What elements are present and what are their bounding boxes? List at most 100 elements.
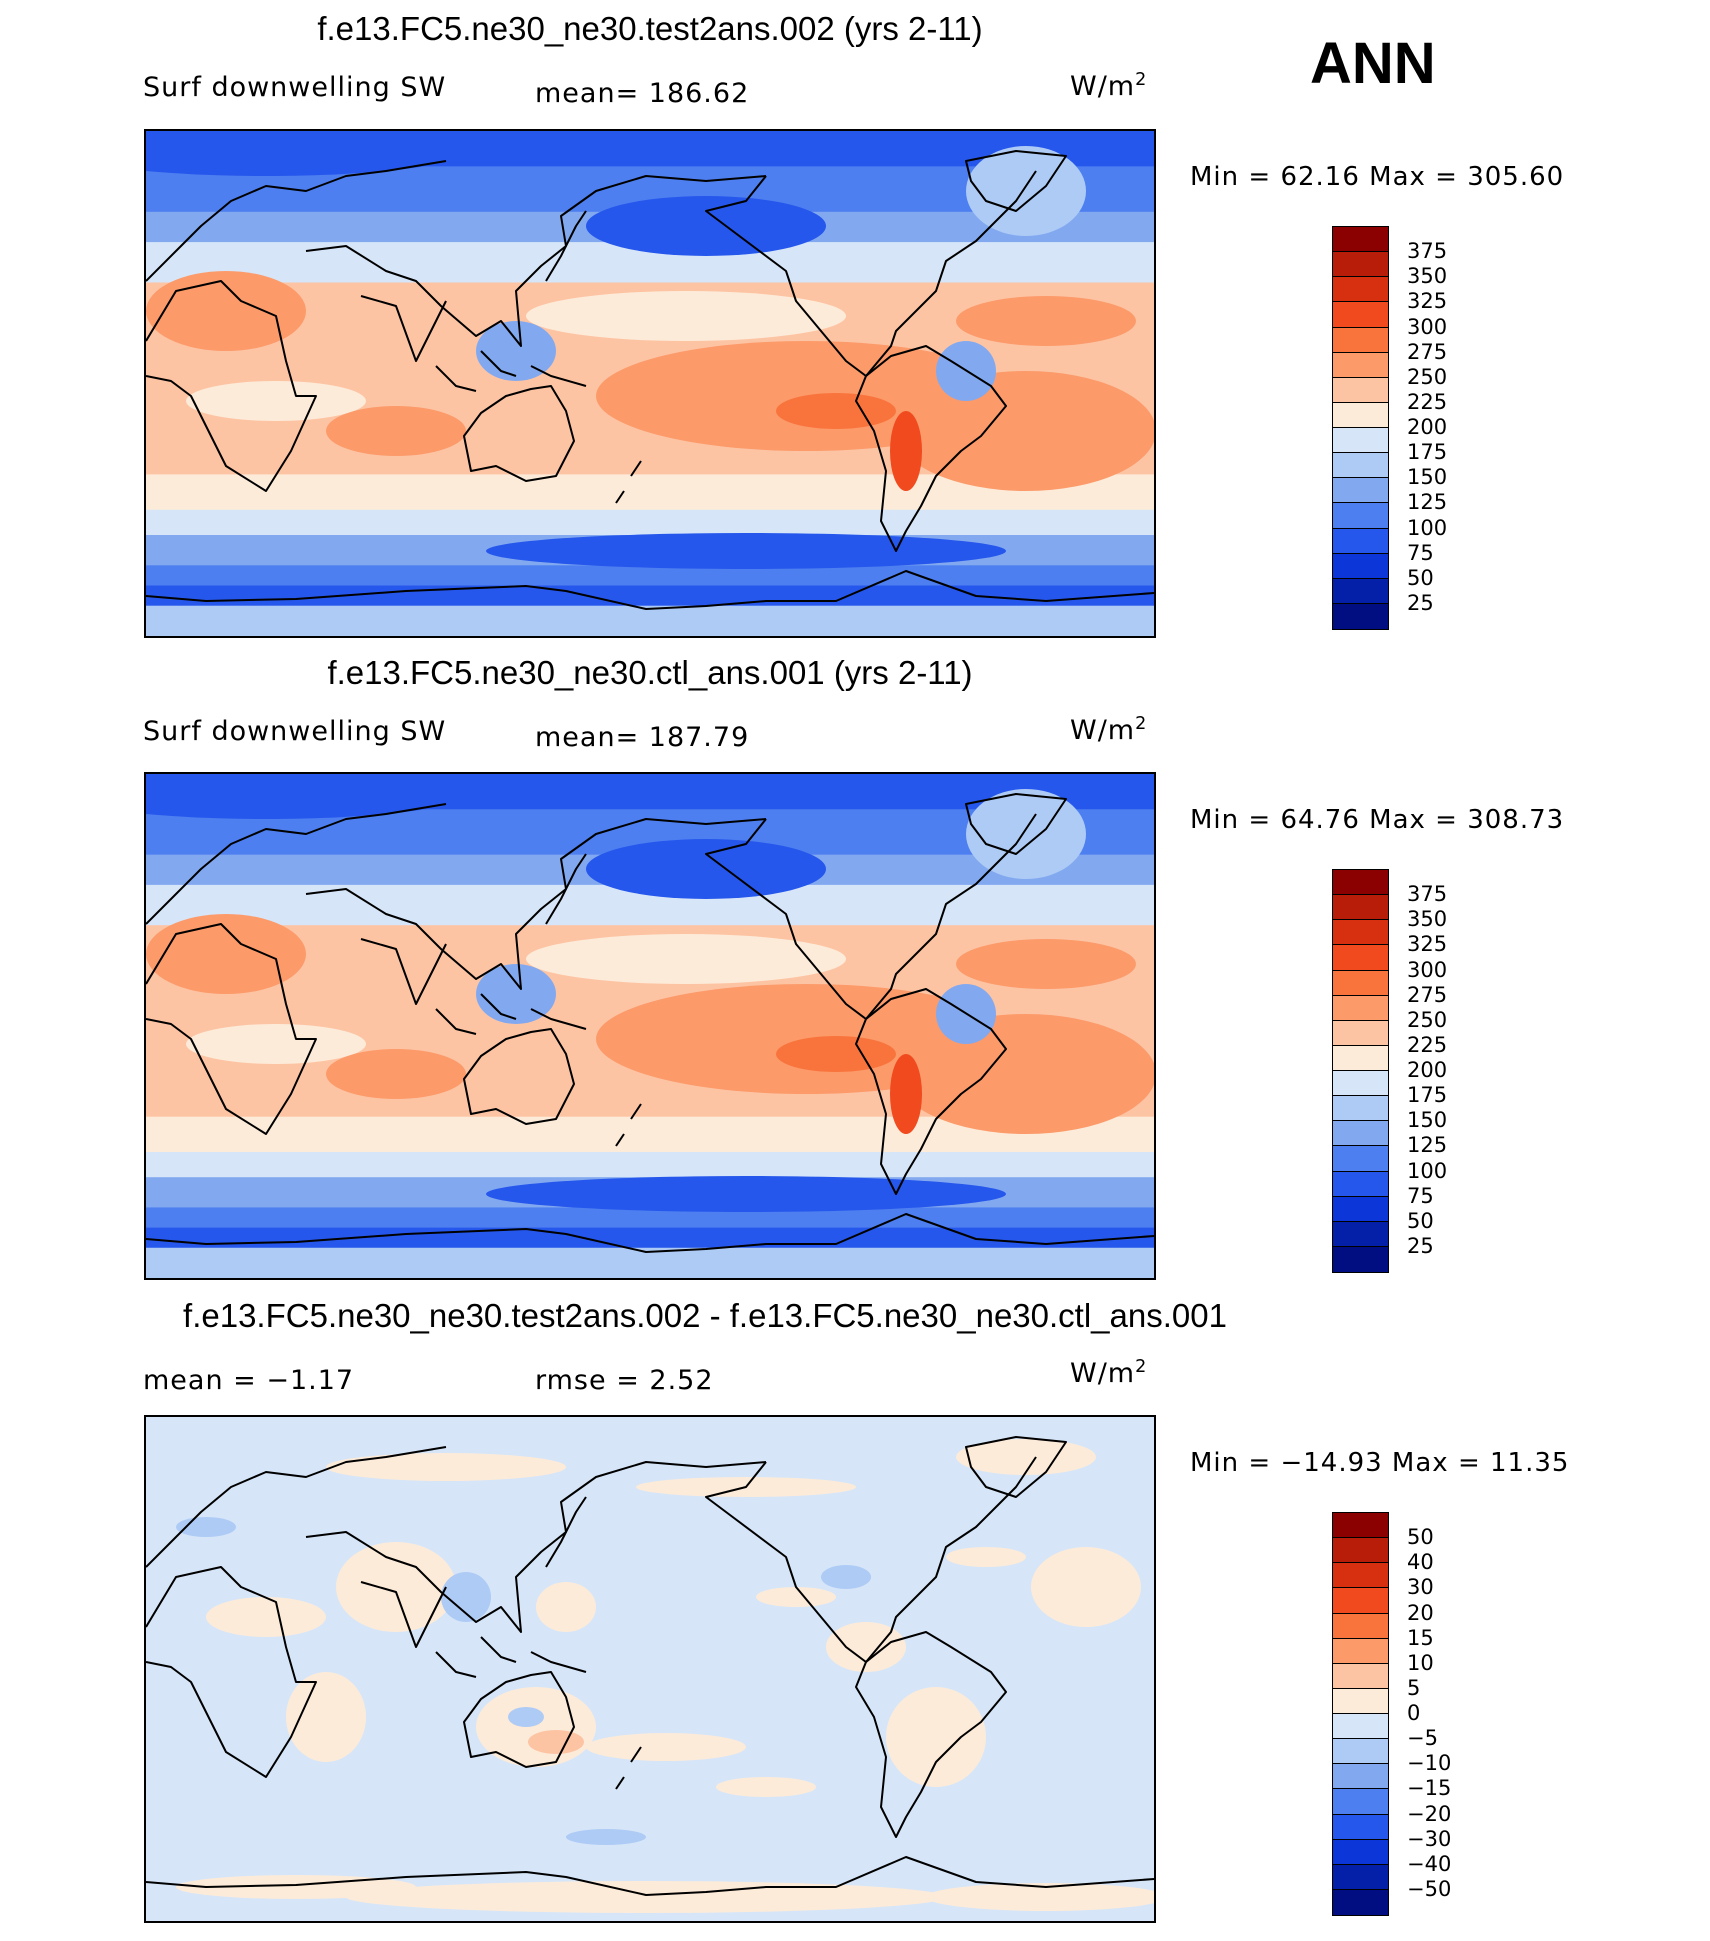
colorbar-swatch: [1332, 226, 1389, 253]
africa-coastline: [146, 280, 317, 492]
colorbar-label: 375: [1407, 239, 1448, 264]
panel-2-units: W/m2: [1070, 714, 1148, 746]
field-blob: [206, 1597, 326, 1637]
panel-3-mean: mean = −1.17: [143, 1365, 355, 1396]
field-band: [146, 1227, 1154, 1249]
colorbar-swatch: [1332, 1095, 1389, 1122]
colorbar-label: 125: [1407, 490, 1448, 515]
colorbar-label: 375: [1407, 882, 1448, 907]
antarctica-coastline: [146, 1213, 1154, 1253]
field-blob: [186, 1024, 366, 1064]
colorbar-swatch: [1332, 869, 1389, 896]
panel-1-title: f.e13.FC5.ne30_ne30.test2ans.002 (yrs 2-…: [317, 10, 983, 47]
field-band: [146, 605, 1154, 636]
colorbar-swatch: [1332, 602, 1389, 630]
colorbar-swatch: [1332, 1888, 1389, 1916]
colorbar-label: −10: [1407, 1751, 1452, 1776]
colorbar-swatch: [1332, 552, 1389, 580]
field-blob: [926, 1883, 1154, 1911]
maritime-continent: [435, 350, 587, 392]
south-america-coastline: [855, 345, 1007, 552]
colorbar-label: −50: [1407, 1876, 1452, 1901]
colorbar-swatch: [1332, 1019, 1389, 1047]
colorbar-swatch: [1332, 1612, 1389, 1640]
field-blob: [326, 1453, 566, 1481]
field-blob: [486, 1176, 1006, 1212]
field-band: [146, 565, 1154, 587]
field-band: [146, 1207, 1154, 1229]
greenland-coastline: [965, 1436, 1067, 1498]
panel-3-minmax: Min = −14.93 Max = 11.35: [1190, 1448, 1570, 1478]
asia-coastline: [305, 1461, 767, 1633]
colorbar-label: −20: [1407, 1801, 1452, 1826]
colorbar-label: 325: [1407, 289, 1448, 314]
australia-coastline: [463, 385, 575, 482]
colorbar-swatch: [1332, 1763, 1389, 1790]
field-blob: [146, 131, 466, 176]
field-blob: [896, 371, 1154, 491]
field-blob: [826, 1622, 906, 1672]
colorbar-label: 250: [1407, 364, 1448, 389]
colorbar-swatch: [1332, 1863, 1389, 1891]
colorbar-label: 10: [1407, 1650, 1434, 1675]
colorbar-swatch: [1332, 1070, 1389, 1097]
field-blob: [886, 1687, 986, 1787]
field-blob: [566, 1829, 646, 1845]
field-blob: [776, 1036, 896, 1072]
south-america-coastline: [855, 1631, 1007, 1838]
field-blob: [946, 1547, 1026, 1567]
field-blob: [486, 533, 1006, 569]
panel-1-units: W/m2: [1070, 70, 1148, 102]
greenland-coastline: [965, 793, 1067, 855]
colorbar-label: 350: [1407, 264, 1448, 289]
colorbar-swatch: [1332, 944, 1389, 971]
field-blob: [476, 1687, 596, 1767]
panel-3-title: f.e13.FC5.ne30_ne30.test2ans.002 - f.e13…: [183, 1297, 1227, 1334]
colorbar-label: 125: [1407, 1133, 1448, 1158]
colorbar-swatch: [1332, 1145, 1389, 1172]
colorbar-label: 75: [1407, 540, 1434, 565]
field-band: [146, 509, 1154, 536]
japan-coastline: [545, 853, 587, 925]
panel-2-map: [144, 772, 1156, 1280]
colorbar-label: 200: [1407, 1058, 1448, 1082]
colorbar-swatch: [1332, 1662, 1389, 1690]
colorbar-label: −5: [1407, 1726, 1438, 1751]
india-coastline: [360, 938, 447, 1005]
panel-2-colorbar: 375 350 325 300 275 250 225 200 175 150 125 100 75 50…: [1332, 869, 1492, 1273]
panel-3-colorbar: 50 40 30 20 15 10 5 0 −5 −10 −15 −20 −30 −40 −50: [1332, 1512, 1492, 1916]
colorbar-swatch: [1332, 1044, 1389, 1072]
colorbar-swatch: [1332, 376, 1389, 404]
colorbar-swatch: [1332, 401, 1389, 429]
europe-coastline: [146, 160, 447, 282]
colorbar-label: 200: [1407, 415, 1448, 439]
colorbar-swatch: [1332, 351, 1389, 379]
field-blob: [286, 1672, 366, 1762]
field-blob: [346, 1881, 946, 1913]
field-blob: [326, 406, 466, 456]
colorbar-label: 50: [1407, 1525, 1434, 1550]
field-blob: [586, 839, 826, 899]
field-blob: [508, 1707, 544, 1727]
colorbar-swatch: [1332, 1713, 1389, 1740]
asia-coastline: [305, 818, 767, 990]
europe-coastline: [146, 1446, 447, 1568]
field-blob: [956, 939, 1136, 989]
colorbar-swatch: [1332, 1788, 1389, 1815]
colorbar-label: −15: [1407, 1776, 1452, 1801]
colorbar-label: 225: [1407, 1032, 1448, 1057]
colorbar-label: 175: [1407, 440, 1448, 465]
colorbar-label: 5: [1407, 1675, 1421, 1700]
colorbar-label: 225: [1407, 389, 1448, 414]
panel-3-units: W/m2: [1070, 1357, 1148, 1389]
colorbar-label: 150: [1407, 465, 1448, 490]
field-blob: [896, 1014, 1154, 1134]
maritime-continent: [435, 1636, 587, 1678]
africa-coastline: [146, 923, 317, 1135]
new-zealand-coastline: [615, 1746, 642, 1790]
field-blob: [146, 774, 466, 819]
asia-coastline: [305, 175, 767, 347]
colorbar-swatch: [1332, 1838, 1389, 1866]
south-america-coastline: [855, 988, 1007, 1195]
field-blob: [326, 1049, 466, 1099]
